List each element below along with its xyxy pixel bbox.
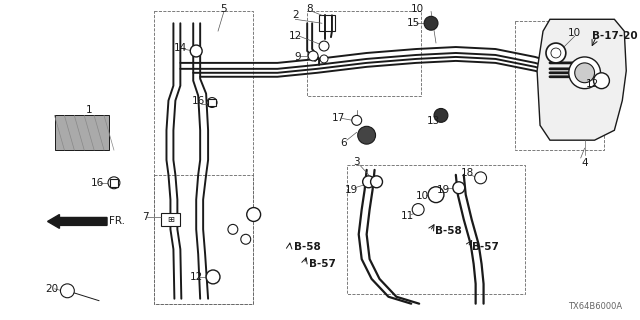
Circle shape [207, 98, 217, 108]
Text: 10: 10 [568, 28, 581, 38]
Circle shape [190, 45, 202, 57]
Circle shape [352, 116, 362, 125]
Bar [110, 179, 118, 187]
Text: +: + [193, 48, 199, 54]
Circle shape [228, 224, 238, 234]
Circle shape [320, 55, 328, 63]
Text: 10: 10 [415, 191, 429, 201]
Circle shape [358, 126, 376, 144]
Text: 12: 12 [189, 272, 203, 282]
Text: 19: 19 [345, 185, 358, 195]
Bar [154, 175, 253, 304]
Circle shape [569, 57, 600, 89]
Text: 14: 14 [173, 43, 187, 53]
Text: B-58: B-58 [294, 242, 321, 252]
Text: 2: 2 [292, 10, 299, 20]
Text: 17: 17 [332, 113, 346, 124]
Text: 7: 7 [142, 212, 149, 222]
Text: 12: 12 [289, 31, 302, 41]
Circle shape [371, 176, 383, 188]
Polygon shape [537, 19, 627, 140]
Text: B-57: B-57 [308, 259, 335, 269]
Text: 18: 18 [461, 168, 474, 178]
Circle shape [247, 208, 260, 221]
Text: 1: 1 [86, 106, 93, 116]
Text: 8: 8 [306, 4, 312, 14]
Bar [54, 116, 109, 150]
Bar [154, 12, 253, 304]
Circle shape [475, 172, 486, 184]
Circle shape [551, 48, 561, 58]
Bar [347, 165, 525, 294]
Text: 6: 6 [340, 138, 347, 148]
Bar [319, 15, 335, 31]
Circle shape [241, 234, 251, 244]
Circle shape [546, 43, 566, 63]
Circle shape [434, 108, 448, 122]
Circle shape [453, 182, 465, 194]
Text: 5: 5 [221, 4, 227, 14]
Text: 10: 10 [411, 4, 424, 14]
Bar [208, 99, 216, 107]
Text: 15: 15 [406, 18, 420, 28]
Text: B-17-20: B-17-20 [591, 31, 637, 41]
Text: 11: 11 [401, 212, 414, 221]
Circle shape [363, 176, 374, 188]
Circle shape [308, 51, 318, 61]
Text: 9: 9 [294, 52, 301, 62]
Text: 16: 16 [90, 178, 104, 188]
Bar [307, 12, 421, 96]
Text: FR.: FR. [109, 216, 125, 227]
Circle shape [575, 63, 595, 83]
Text: 12: 12 [586, 79, 599, 89]
Text: TX64B6000A: TX64B6000A [568, 302, 622, 311]
Text: 4: 4 [581, 158, 588, 168]
Bar [161, 212, 180, 226]
Text: B-57: B-57 [472, 242, 499, 252]
Circle shape [424, 16, 438, 30]
Circle shape [60, 284, 74, 298]
Bar [515, 21, 604, 150]
Text: B-58: B-58 [435, 226, 461, 236]
Circle shape [412, 204, 424, 215]
Text: 13: 13 [426, 116, 440, 126]
Circle shape [108, 177, 120, 189]
Text: ⊞: ⊞ [167, 215, 174, 224]
Circle shape [319, 41, 329, 51]
Circle shape [593, 73, 609, 89]
Text: 19: 19 [436, 185, 449, 195]
Circle shape [206, 270, 220, 284]
Text: 20: 20 [45, 284, 58, 294]
Text: 3: 3 [353, 157, 360, 167]
Text: 16: 16 [191, 96, 205, 106]
FancyArrow shape [47, 214, 107, 228]
Circle shape [428, 187, 444, 203]
